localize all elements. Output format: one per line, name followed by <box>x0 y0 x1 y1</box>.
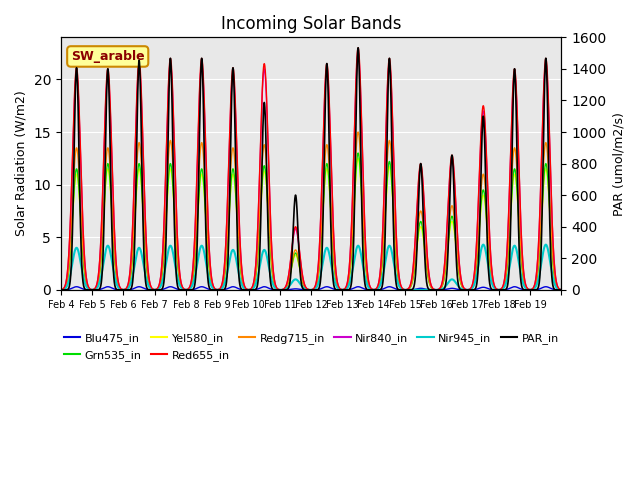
Y-axis label: PAR (umol/m2/s): PAR (umol/m2/s) <box>612 112 625 216</box>
Legend: Blu475_in, Grn535_in, Yel580_in, Red655_in, Redg715_in, Nir840_in, Nir945_in, PA: Blu475_in, Grn535_in, Yel580_in, Red655_… <box>59 329 563 365</box>
Text: SW_arable: SW_arable <box>71 50 145 63</box>
Title: Incoming Solar Bands: Incoming Solar Bands <box>221 15 401 33</box>
Y-axis label: Solar Radiation (W/m2): Solar Radiation (W/m2) <box>15 91 28 237</box>
